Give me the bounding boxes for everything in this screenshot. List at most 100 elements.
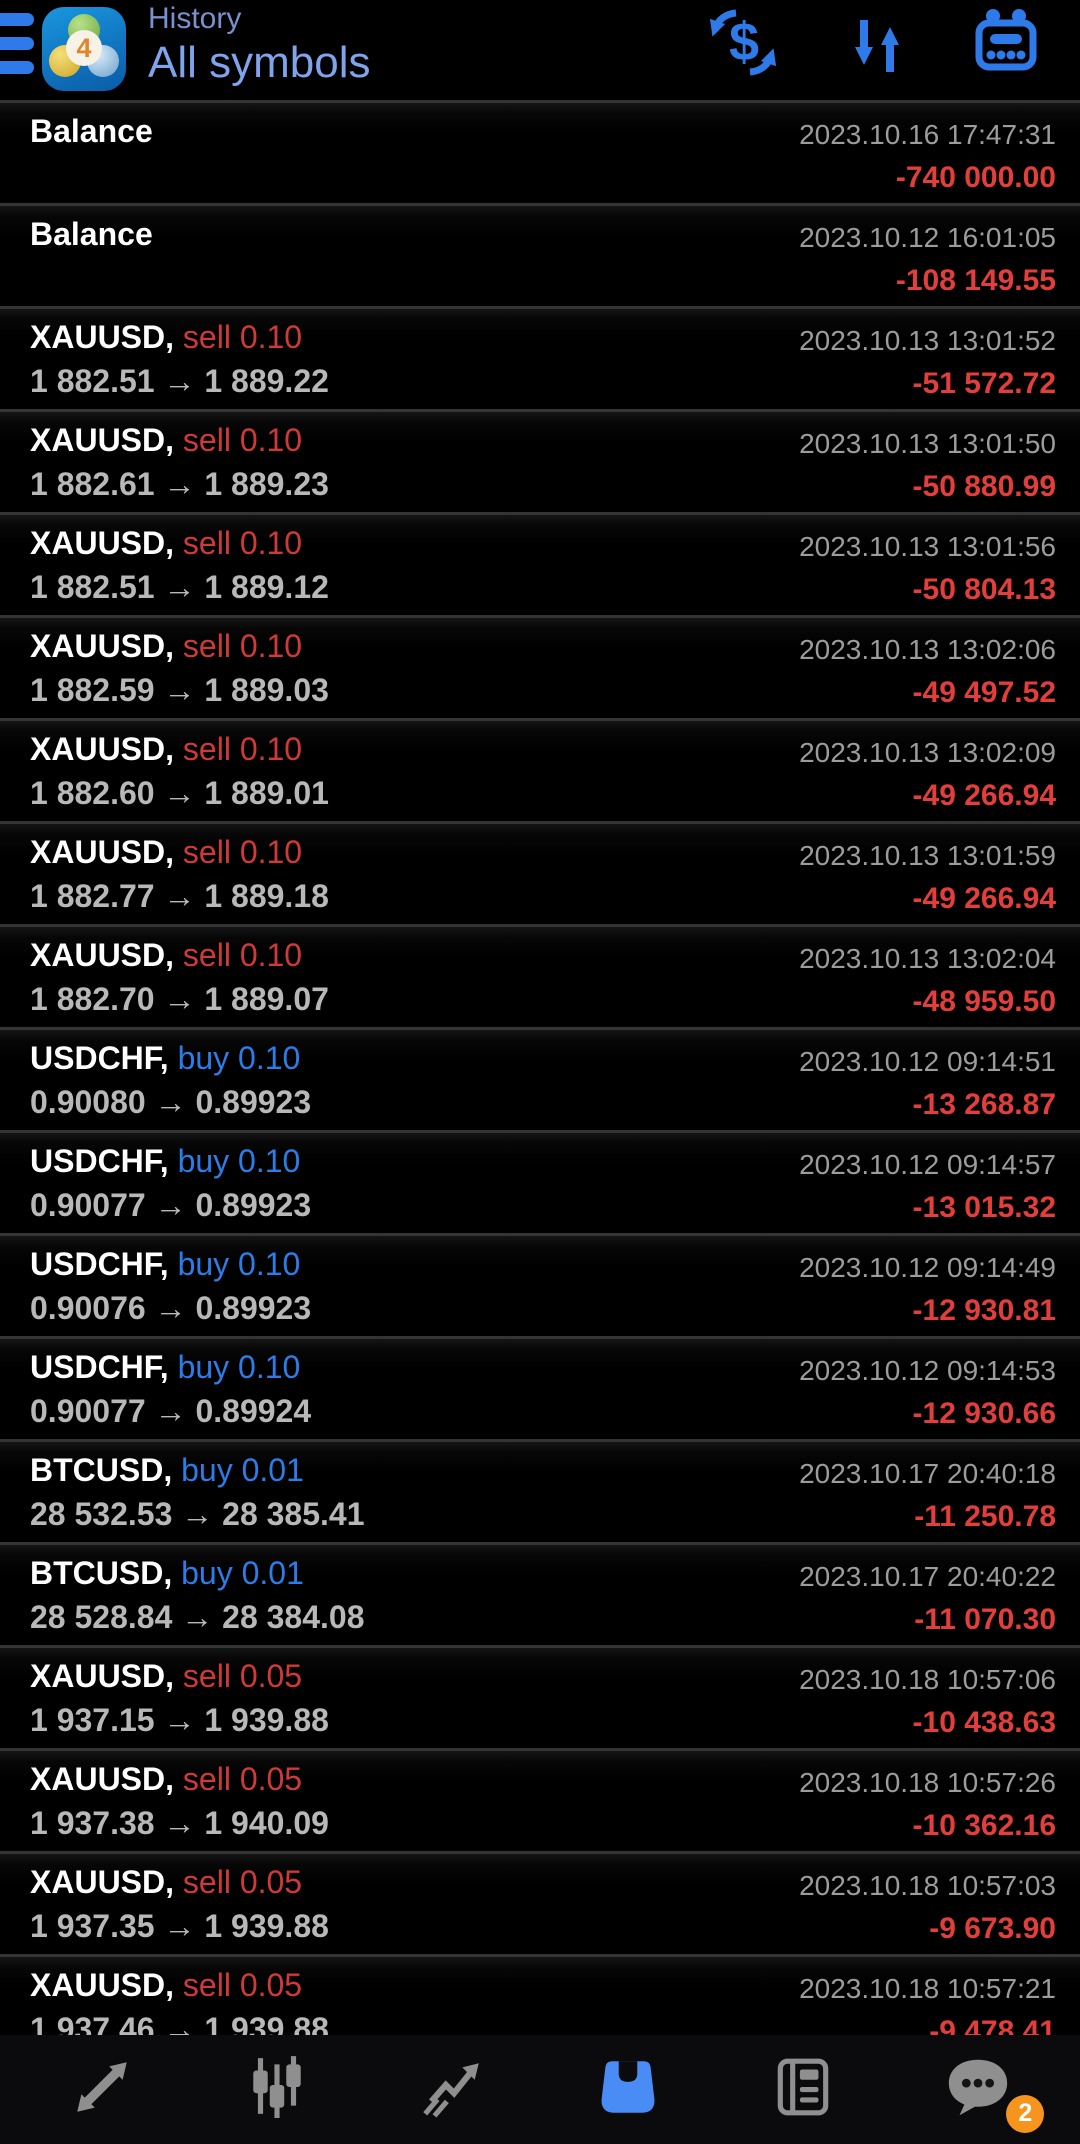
prices-label: 1 882.60 → 1 889.01 <box>30 775 329 811</box>
datetime-label: 2023.10.12 09:14:49 <box>799 1252 1056 1283</box>
menu-bar <box>0 37 34 50</box>
symbol-label: XAUUSD, <box>30 937 175 973</box>
trade-row[interactable]: XAUUSD, sell 0.10 1 882.61 → 1 889.23 2023… <box>0 409 1080 512</box>
profit-value: -49 266.94 <box>912 882 1056 915</box>
prices-label: 1 882.61 → 1 889.23 <box>30 466 329 502</box>
candlestick-icon <box>244 2054 310 2125</box>
menu-bar <box>0 61 34 74</box>
history-tray-icon <box>595 2054 661 2125</box>
row-title: USDCHF, buy 0.10 <box>30 1349 300 1386</box>
row-title: BTCUSD, buy 0.01 <box>30 1555 304 1592</box>
trade-row[interactable]: XAUUSD, sell 0.05 1 937.15 → 1 939.88 2023… <box>0 1645 1080 1748</box>
header-titles: History All symbols <box>148 0 371 88</box>
tab-charts[interactable] <box>392 2045 512 2135</box>
datetime-label: 2023.10.12 09:14:53 <box>799 1355 1056 1386</box>
row-title: XAUUSD, sell 0.10 <box>30 731 302 768</box>
symbols-filter-label[interactable]: All symbols <box>148 38 371 87</box>
trade-row[interactable]: USDCHF, buy 0.10 0.90077 → 0.89923 2023.10… <box>0 1130 1080 1233</box>
symbol-label: XAUUSD, <box>30 1967 175 2003</box>
datetime-label: 2023.10.16 17:47:31 <box>799 119 1056 150</box>
trade-row[interactable]: USDCHF, buy 0.10 0.90077 → 0.89924 2023.10… <box>0 1336 1080 1439</box>
tab-messages[interactable]: 2 <box>918 2045 1045 2135</box>
side-volume-label: buy 0.10 <box>168 1246 301 1282</box>
profit-value: -108 149.55 <box>895 264 1056 297</box>
tab-history[interactable] <box>568 2045 688 2135</box>
datetime-label: 2023.10.18 10:57:26 <box>799 1767 1056 1798</box>
symbol-label: USDCHF, <box>30 1246 169 1282</box>
datetime-label: 2023.10.13 13:02:09 <box>799 737 1056 768</box>
prices-label: 1 882.59 → 1 889.03 <box>30 672 329 708</box>
datetime-label: 2023.10.13 13:01:59 <box>799 840 1056 871</box>
datetime-label: 2023.10.18 10:57:06 <box>799 1664 1056 1695</box>
symbol-label: XAUUSD, <box>30 319 175 355</box>
trade-row[interactable]: XAUUSD, sell 0.05 1 937.38 → 1 940.09 2023… <box>0 1748 1080 1851</box>
prices-label: 28 532.53 → 28 385.41 <box>30 1496 365 1532</box>
profit-value: -13 268.87 <box>912 1088 1056 1121</box>
trade-row[interactable]: BTCUSD, buy 0.01 28 532.53 → 28 385.41 202… <box>0 1439 1080 1542</box>
symbol-label: USDCHF, <box>30 1143 169 1179</box>
calendar-icon[interactable] <box>972 8 1040 79</box>
prices-label: 1 882.70 → 1 889.07 <box>30 981 329 1017</box>
symbol-label: XAUUSD, <box>30 1658 175 1694</box>
side-volume-label: sell 0.10 <box>174 731 303 767</box>
tab-trade[interactable] <box>42 2045 162 2135</box>
trade-row[interactable]: XAUUSD, sell 0.10 1 882.59 → 1 889.03 2023… <box>0 615 1080 718</box>
profit-value: -50 804.13 <box>912 573 1056 606</box>
side-volume-label: buy 0.01 <box>172 1555 304 1591</box>
datetime-label: 2023.10.12 09:14:51 <box>799 1046 1056 1077</box>
datetime-label: 2023.10.13 13:01:52 <box>799 325 1056 356</box>
trade-row[interactable]: XAUUSD, sell 0.10 1 882.51 → 1 889.12 2023… <box>0 512 1080 615</box>
row-title: XAUUSD, sell 0.05 <box>30 1761 302 1798</box>
prices-label: 1 937.35 → 1 939.88 <box>30 1908 329 1944</box>
menu-icon[interactable] <box>0 13 34 85</box>
trade-row[interactable]: USDCHF, buy 0.10 0.90080 → 0.89923 2023.10… <box>0 1027 1080 1130</box>
symbol-label: USDCHF, <box>30 1040 169 1076</box>
trade-row[interactable]: XAUUSD, sell 0.10 1 882.70 → 1 889.07 2023… <box>0 924 1080 1027</box>
symbol-label: Balance <box>30 113 153 149</box>
prices-label: 1 937.38 → 1 940.09 <box>30 1805 329 1841</box>
prices-label: 1 882.51 → 1 889.22 <box>30 363 329 399</box>
mt4-logo-number: 4 <box>66 30 102 66</box>
trade-row[interactable]: USDCHF, buy 0.10 0.90076 → 0.89923 2023.10… <box>0 1233 1080 1336</box>
symbol-label: Balance <box>30 216 153 252</box>
row-title: Balance <box>30 216 153 253</box>
balance-row[interactable]: Balance 2023.10.12 16:01:05 -108 149.55 <box>0 203 1080 306</box>
balance-row[interactable]: Balance 2023.10.16 17:47:31 -740 000.00 <box>0 100 1080 203</box>
prices-label: 0.90077 → 0.89924 <box>30 1393 312 1429</box>
side-volume-label: sell 0.10 <box>174 628 303 664</box>
trade-row[interactable]: XAUUSD, sell 0.10 1 882.51 → 1 889.22 2023… <box>0 306 1080 409</box>
tab-news[interactable] <box>743 2045 863 2135</box>
row-title: XAUUSD, sell 0.10 <box>30 525 302 562</box>
side-volume-label: sell 0.10 <box>174 937 303 973</box>
trade-row[interactable]: XAUUSD, sell 0.05 1 937.35 → 1 939.88 2023… <box>0 1851 1080 1954</box>
side-volume-label: sell 0.10 <box>174 319 303 355</box>
profit-value: -49 497.52 <box>912 676 1056 709</box>
chart-trend-icon <box>419 2054 485 2125</box>
mt4-app-icon[interactable]: 4 <box>42 7 126 91</box>
trade-row[interactable]: BTCUSD, buy 0.01 28 528.84 → 28 384.08 202… <box>0 1542 1080 1645</box>
datetime-label: 2023.10.12 09:14:57 <box>799 1149 1056 1180</box>
side-volume-label: sell 0.05 <box>174 1761 303 1797</box>
profit-value: -12 930.66 <box>912 1397 1056 1430</box>
datetime-label: 2023.10.13 13:01:56 <box>799 531 1056 562</box>
symbol-label: USDCHF, <box>30 1349 169 1385</box>
side-volume-label: buy 0.10 <box>168 1040 301 1076</box>
datetime-label: 2023.10.13 13:01:50 <box>799 428 1056 459</box>
trade-row[interactable]: XAUUSD, sell 0.10 1 882.60 → 1 889.01 2023… <box>0 718 1080 821</box>
side-volume-label: sell 0.05 <box>174 1967 303 2003</box>
money-transfer-icon[interactable]: $ <box>709 4 777 85</box>
side-volume-label: sell 0.10 <box>174 525 303 561</box>
datetime-label: 2023.10.17 20:40:18 <box>799 1458 1056 1489</box>
row-title: XAUUSD, sell 0.10 <box>30 937 302 974</box>
row-title: BTCUSD, buy 0.01 <box>30 1452 304 1489</box>
prices-label: 1 937.15 → 1 939.88 <box>30 1702 329 1738</box>
row-title: USDCHF, buy 0.10 <box>30 1246 300 1283</box>
newspaper-icon <box>770 2054 836 2125</box>
side-volume-label: sell 0.05 <box>174 1658 303 1694</box>
sort-icon[interactable] <box>845 14 909 83</box>
tab-quotes[interactable] <box>217 2045 337 2135</box>
trade-row[interactable]: XAUUSD, sell 0.10 1 882.77 → 1 889.18 2023… <box>0 821 1080 924</box>
side-volume-label: buy 0.10 <box>168 1349 301 1385</box>
side-volume-label: sell 0.10 <box>174 422 303 458</box>
profit-value: -12 930.81 <box>912 1294 1056 1327</box>
